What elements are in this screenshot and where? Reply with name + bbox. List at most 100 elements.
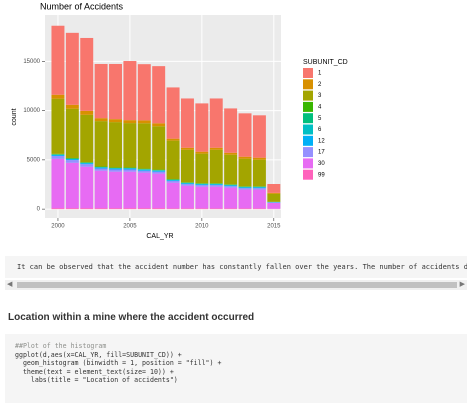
bar-segment <box>209 186 223 209</box>
bar-segment <box>51 25 65 95</box>
code-line: ##Plot of the histogram <box>15 342 107 350</box>
legend-key <box>303 124 313 135</box>
bar-segment <box>51 158 65 209</box>
bar-segment <box>180 184 194 186</box>
bar-segment <box>209 149 223 184</box>
scroll-right[interactable]: ▶ <box>459 281 465 288</box>
bar-segment <box>209 184 223 186</box>
bar-segment <box>109 208 122 210</box>
bar-segment <box>152 171 166 174</box>
bar-segment <box>137 123 151 169</box>
bar-segment <box>224 187 238 209</box>
bar-segment <box>238 156 252 159</box>
bar-segment <box>65 32 79 105</box>
bar-segment <box>224 208 238 210</box>
bar-segment <box>80 110 94 115</box>
bar-segment <box>123 120 137 124</box>
bar-segment <box>252 208 266 210</box>
bar-segment <box>180 183 194 185</box>
bar-segment <box>94 118 108 122</box>
bar-segment <box>195 186 209 209</box>
bar-segment <box>224 108 238 153</box>
bar-segment <box>94 121 108 167</box>
bar-segment <box>123 61 137 121</box>
bar-segment <box>195 185 209 187</box>
chart-title: Number of Accidents <box>40 1 124 11</box>
bar-segment <box>252 115 266 158</box>
bar-segment <box>51 155 65 159</box>
bar-segment <box>166 208 180 210</box>
bar-segment <box>252 159 266 187</box>
bar-segment <box>238 188 252 190</box>
bar-segment <box>65 208 79 210</box>
legend-key <box>303 135 313 146</box>
legend-label: 12 <box>318 138 325 144</box>
code-line: ggplot(d,aes(x=CAL_YR, fill=SUBUNIT_CD))… <box>15 350 182 359</box>
bar-segment <box>238 208 252 210</box>
code-line: labs(title = "Location of accidents") <box>15 376 178 385</box>
y-tick-label: 10000 <box>23 108 40 114</box>
bar-segment <box>51 94 65 99</box>
y-axis-label: count <box>11 108 18 125</box>
bar-segment <box>224 154 238 185</box>
chart: Number of Accidents CAL_YR count SUBUNIT… <box>11 1 348 240</box>
bar-segment <box>80 37 94 111</box>
bar-segment <box>238 189 252 209</box>
bar-segment <box>109 168 122 170</box>
bar-segment <box>94 167 108 169</box>
legend-key <box>303 158 313 169</box>
bar-segment <box>195 103 209 152</box>
code-block: ##Plot of the histogram ggplot(d,aes(x=CA… <box>5 334 467 403</box>
legend-label: 2 <box>318 82 322 88</box>
legend-label: 3 <box>318 93 322 99</box>
bar-segment <box>252 188 266 190</box>
legend-title: SUBUNIT_CD <box>303 59 348 66</box>
bar-segment <box>65 159 79 161</box>
bar-segment <box>180 185 194 209</box>
bar-segment <box>51 98 65 154</box>
legend-key <box>303 101 313 112</box>
legend-key <box>303 169 313 180</box>
x-axis-label: CAL_YR <box>146 233 173 240</box>
bar-segment <box>195 184 209 186</box>
bar-segment <box>224 152 238 155</box>
legend-key <box>303 147 313 158</box>
scroll-left[interactable]: ◀ <box>7 281 13 288</box>
bar-segment <box>80 163 94 165</box>
bar-segment <box>267 184 281 193</box>
bar-segment <box>94 170 108 209</box>
bar-segment <box>252 157 266 160</box>
bar-segment <box>209 98 223 148</box>
legend-label: 99 <box>318 172 325 178</box>
bar-segment <box>224 186 238 188</box>
legend-label: 5 <box>318 116 322 122</box>
bar-segment <box>152 170 166 172</box>
bar-segment <box>109 63 122 120</box>
bar-segment <box>195 208 209 210</box>
bar-segment <box>65 108 79 158</box>
y-tick-label: 15000 <box>23 59 40 65</box>
x-tick-label: 2010 <box>195 224 209 230</box>
bar-segment <box>166 138 180 141</box>
bar-segment <box>51 208 65 210</box>
output-text: It can be observed that the accident num… <box>5 256 467 278</box>
bar-segment <box>65 160 79 163</box>
bar-segment <box>267 193 281 202</box>
bar-segment <box>65 104 79 109</box>
bar-segment <box>137 169 151 171</box>
legend-key <box>303 90 313 101</box>
legend-label: 4 <box>318 104 322 110</box>
scrollbar[interactable]: ◀ ▶ <box>5 280 467 290</box>
legend-label: 6 <box>318 127 322 133</box>
bar-segment <box>80 166 94 209</box>
bar-segment <box>195 151 209 154</box>
bar-segment <box>109 169 122 172</box>
bar-segment <box>152 66 166 124</box>
bar-segment <box>137 120 151 124</box>
bar-segment <box>180 149 194 183</box>
bar-segment <box>94 168 108 171</box>
bar-segment <box>238 113 252 157</box>
bar-segment <box>267 192 281 194</box>
x-tick-label: 2015 <box>267 224 281 230</box>
scroll-thumb[interactable] <box>17 282 457 288</box>
